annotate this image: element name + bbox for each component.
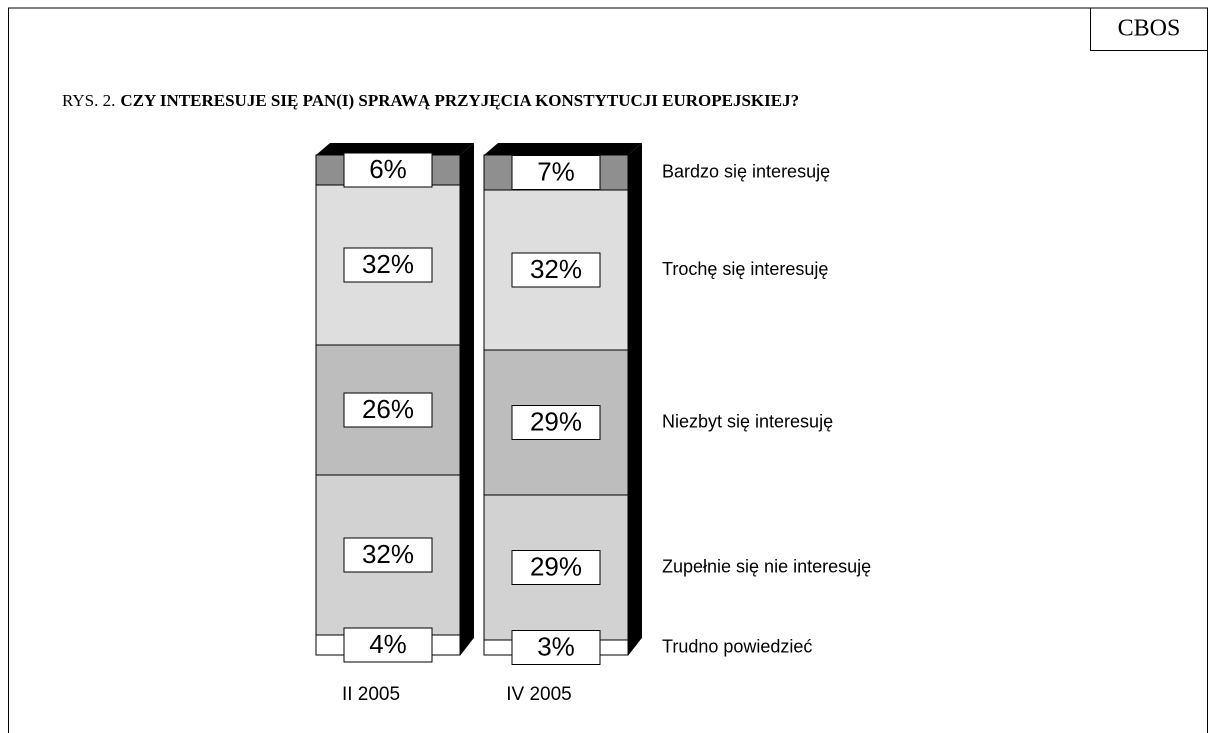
- value-label-box: [343, 392, 433, 428]
- value-label: 29%: [530, 551, 582, 581]
- bar-side: [460, 143, 474, 655]
- value-label: 29%: [530, 406, 582, 436]
- brand: CBOS: [1118, 16, 1181, 42]
- legend-label: Trudno powiedzieć: [662, 636, 812, 656]
- value-label-box: [511, 630, 601, 665]
- legend-label: Trochę się interesuję: [662, 259, 828, 279]
- legend-label: Bardzo się interesuję: [662, 161, 830, 181]
- value-label: 32%: [362, 249, 414, 279]
- legend-label: Zupełnie się nie interesuję: [662, 556, 871, 576]
- chart-title: RYS. 2. CZY INTERESUJE SIĘ PAN(I) SPRAWĄ …: [62, 91, 799, 110]
- bar-corner: [459, 636, 475, 656]
- value-label-box: [343, 537, 433, 573]
- legend-label: Niezbyt się interesuję: [662, 411, 833, 431]
- value-label-box: [343, 247, 433, 283]
- value-label: 4%: [369, 629, 407, 659]
- bar-top: [316, 143, 474, 155]
- value-label: 3%: [537, 631, 575, 661]
- value-label-box: [511, 155, 601, 190]
- x-tick-label: IV 2005: [506, 684, 572, 705]
- value-label-box: [511, 252, 601, 288]
- title-prefix: RYS. 2.: [62, 91, 115, 110]
- value-label: 32%: [530, 254, 582, 284]
- value-label-box: [343, 627, 433, 663]
- value-label: 6%: [369, 154, 407, 184]
- value-label-box: [511, 405, 601, 440]
- x-tick-label: II 2005: [342, 684, 400, 705]
- value-label: 32%: [362, 539, 414, 569]
- value-label-box: [511, 550, 601, 585]
- value-label: 26%: [362, 394, 414, 424]
- bar-side: [628, 143, 642, 655]
- bar-corner: [627, 636, 643, 656]
- value-label: 7%: [537, 156, 575, 186]
- bar-top: [484, 143, 642, 155]
- title-text: CZY INTERESUJE SIĘ PAN(I) SPRAWĄ PRZYJĘC…: [120, 91, 799, 110]
- value-label-box: [343, 152, 433, 188]
